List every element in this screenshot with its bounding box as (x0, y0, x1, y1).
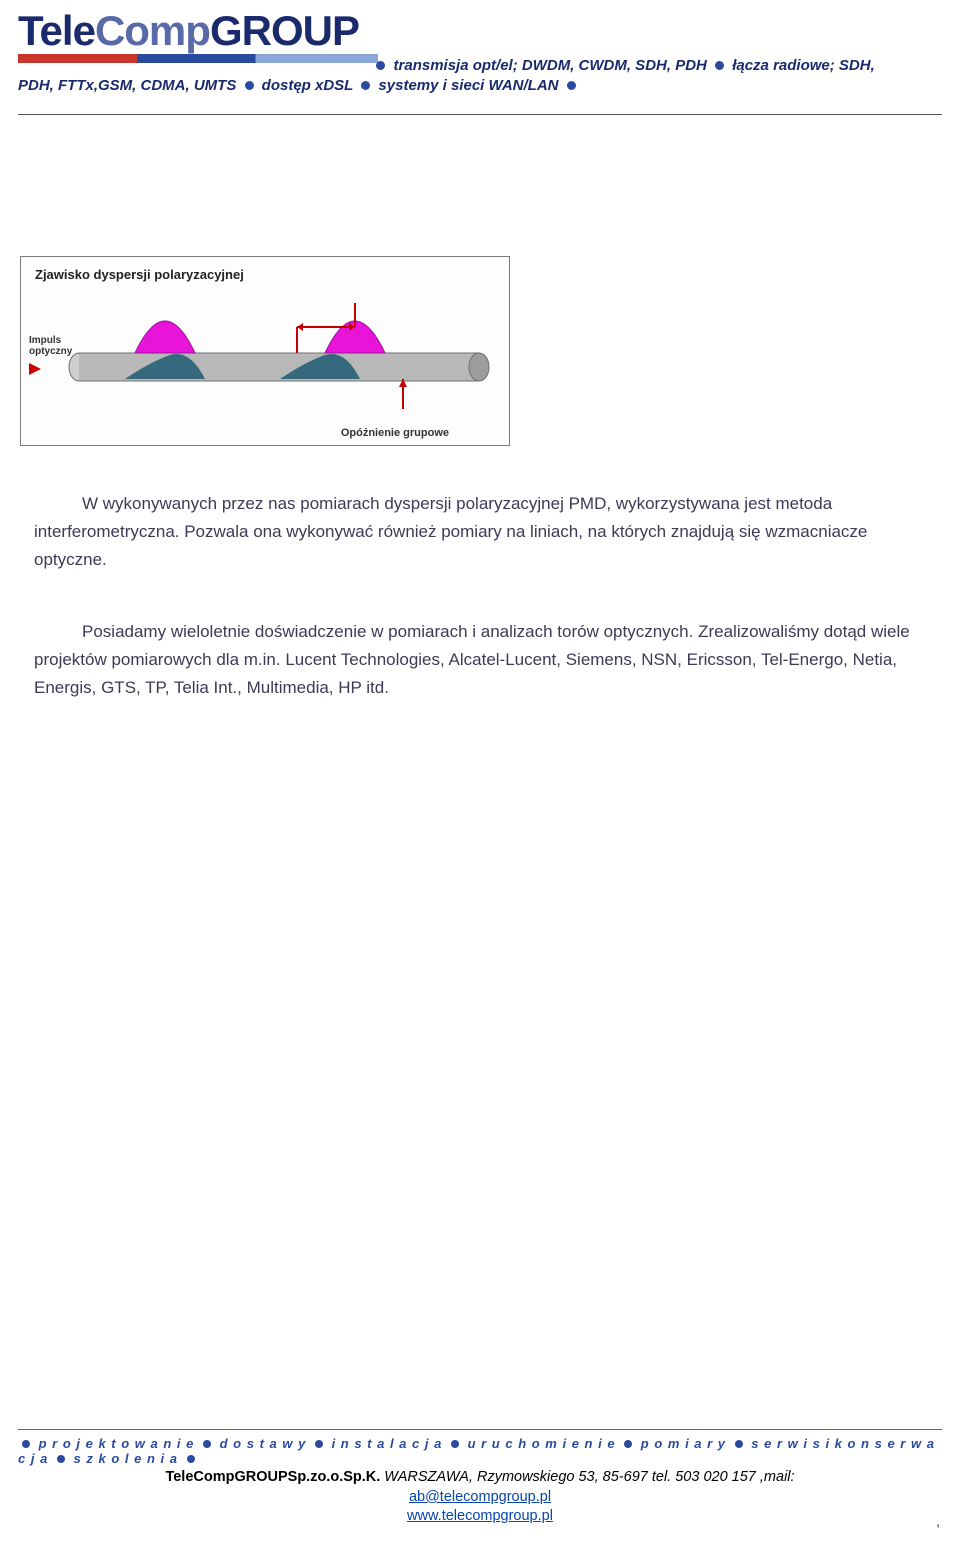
footer-url-link[interactable]: www.telecompgroup.pl (407, 1508, 553, 1524)
bullet-icon (735, 1440, 743, 1448)
bullet-icon (203, 1440, 211, 1448)
diagram-label-delay: Opóźnienie grupowe (341, 427, 449, 439)
bullet-icon (361, 81, 370, 90)
footer-services: p r o j e k t o w a n i e d o s t a w y … (18, 1436, 942, 1466)
footer-email-link[interactable]: ab@telecompgroup.pl (409, 1489, 551, 1505)
bullet-icon (376, 61, 385, 70)
bullet-icon (624, 1440, 632, 1448)
footer-addr-text: WARSZAWA, Rzymowskiego 53, 85-697 tel. 5… (380, 1469, 794, 1485)
bullet-icon (715, 61, 724, 70)
paragraph-2: Posiadamy wieloletnie doświadczenie w po… (34, 618, 920, 702)
tag-2c: systemy i sieci WAN/LAN (378, 77, 558, 94)
svc-7: s z k o l e n i a (74, 1451, 178, 1466)
pmd-diagram: Zjawisko dyspersji polaryzacyjnej Impuls… (20, 256, 510, 446)
footer-divider (18, 1429, 942, 1430)
svc-2: d o s t a w y (220, 1436, 307, 1451)
svc-4: u r u c h o m i e n i e (468, 1436, 616, 1451)
tag-2a: PDH, FTTx,GSM, CDMA, UMTS (18, 77, 236, 94)
paragraph-1: W wykonywanych przez nas pomiarach dyspe… (34, 490, 920, 574)
logo-part-comp: Comp (95, 7, 210, 54)
svc-5: p o m i a r y (641, 1436, 726, 1451)
arrow-icon (29, 363, 41, 375)
footer-company: TeleCompGROUPSp.zo.o.Sp.K. (165, 1469, 380, 1485)
fiber-svg (65, 297, 495, 427)
bullet-icon (567, 81, 576, 90)
tag-2b: dostęp xDSL (262, 77, 353, 94)
bullet-icon (57, 1455, 65, 1463)
logo-part-group: GROUP (210, 7, 359, 54)
bullet-icon (315, 1440, 323, 1448)
footer-address: TeleCompGROUPSp.zo.o.Sp.K. WARSZAWA, Rzy… (18, 1468, 942, 1527)
bullet-icon (187, 1455, 195, 1463)
footer-trailing-comma: , (936, 1513, 940, 1529)
header-tagline-row1: . transmisja opt/el; DWDM, CWDM, SDH, PD… (18, 54, 942, 77)
logo-part-tele: Tele (18, 7, 95, 54)
bullet-icon (245, 81, 254, 90)
footer: p r o j e k t o w a n i e d o s t a w y … (0, 1429, 960, 1527)
svc-3: i n s t a l a c j a (332, 1436, 443, 1451)
header-divider (18, 114, 942, 115)
svc-1: p r o j e k t o w a n i e (39, 1436, 195, 1451)
bullet-icon (22, 1440, 30, 1448)
header-tagline-row2: PDH, FTTx,GSM, CDMA, UMTS dostęp xDSL sy… (18, 77, 942, 94)
bullet-icon (451, 1440, 459, 1448)
diagram-title: Zjawisko dyspersji polaryzacyjnej (35, 267, 495, 282)
